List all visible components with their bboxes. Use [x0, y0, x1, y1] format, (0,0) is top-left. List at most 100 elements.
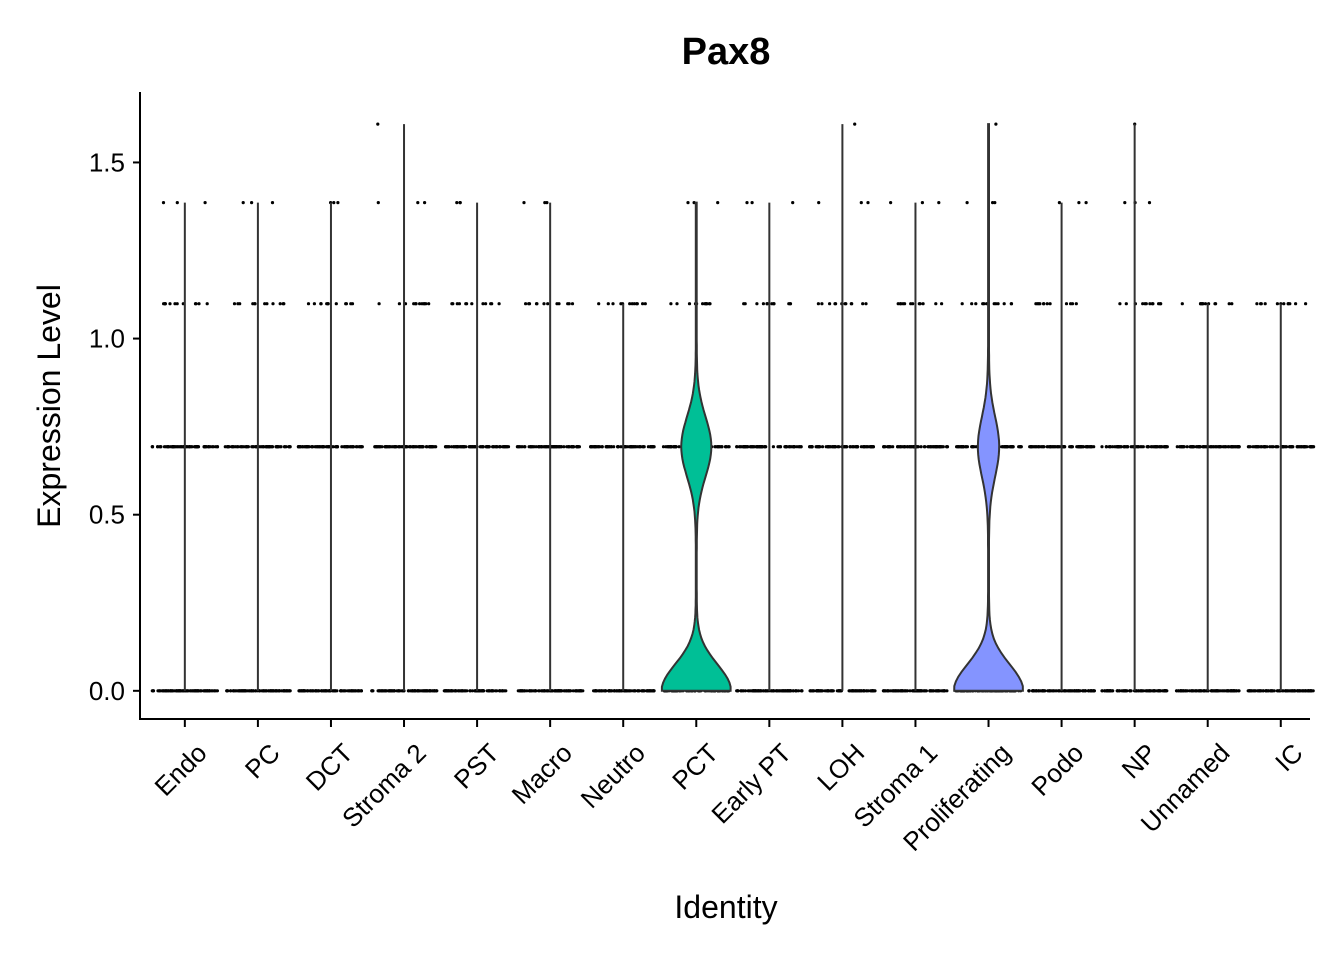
data-point — [397, 302, 401, 306]
data-point — [1118, 302, 1122, 306]
data-point — [569, 689, 573, 693]
data-point — [527, 445, 531, 449]
data-point — [748, 445, 752, 449]
data-point — [920, 201, 925, 205]
data-point — [1282, 302, 1286, 306]
data-point — [173, 445, 177, 449]
data-point — [326, 302, 330, 306]
data-point — [1181, 445, 1185, 449]
data-point — [828, 302, 832, 306]
x-tick-label: LOH — [811, 738, 870, 797]
data-point — [1147, 201, 1152, 205]
data-point — [1271, 445, 1275, 449]
data-point — [1232, 689, 1236, 693]
data-point — [378, 445, 382, 449]
data-point — [421, 445, 425, 449]
data-point — [271, 302, 275, 306]
data-point — [628, 445, 633, 449]
data-point — [633, 689, 637, 693]
data-point — [354, 445, 358, 449]
data-point — [1100, 689, 1104, 693]
data-point — [1110, 689, 1114, 693]
data-point — [489, 302, 493, 306]
data-point — [864, 445, 868, 449]
data-point — [844, 445, 849, 449]
data-point — [239, 689, 243, 693]
data-point — [376, 201, 380, 205]
data-point — [1151, 302, 1155, 306]
data-point — [283, 445, 287, 449]
data-point — [1054, 689, 1058, 693]
data-point — [1057, 689, 1061, 693]
data-point — [1201, 445, 1206, 449]
data-point — [298, 689, 302, 693]
data-point — [745, 201, 749, 205]
data-point — [196, 689, 200, 693]
data-point — [1227, 445, 1231, 449]
data-point — [495, 445, 499, 449]
data-point — [575, 445, 579, 449]
data-point — [467, 445, 471, 449]
data-point — [377, 689, 381, 693]
data-point — [179, 445, 183, 449]
data-point — [616, 445, 620, 449]
data-point — [643, 302, 647, 306]
data-point — [232, 302, 237, 306]
data-point — [800, 689, 804, 693]
data-point — [1263, 302, 1267, 306]
data-point — [1104, 445, 1108, 449]
data-point — [775, 689, 779, 693]
data-point — [465, 302, 469, 306]
data-point — [554, 689, 558, 693]
data-point — [759, 689, 763, 693]
data-point — [250, 689, 254, 693]
data-point — [870, 689, 874, 693]
data-point — [327, 445, 331, 449]
data-point — [443, 445, 448, 449]
data-point — [1202, 689, 1206, 693]
data-point — [765, 689, 770, 693]
data-point — [278, 302, 282, 306]
data-point — [600, 445, 604, 449]
data-point — [742, 302, 746, 306]
data-point — [308, 689, 313, 693]
data-point — [1268, 445, 1272, 449]
data-point — [1191, 445, 1195, 449]
data-point — [544, 689, 549, 693]
data-point — [1247, 689, 1252, 693]
data-point — [1122, 445, 1126, 449]
data-point — [1149, 445, 1153, 449]
data-point — [1140, 445, 1144, 449]
data-point — [423, 201, 427, 205]
data-point — [848, 689, 852, 693]
data-point — [844, 302, 848, 306]
data-point — [750, 201, 754, 205]
data-point — [1201, 302, 1205, 306]
data-point — [765, 302, 769, 306]
data-point — [888, 445, 892, 449]
data-point — [395, 689, 399, 693]
data-point — [384, 445, 388, 449]
data-point — [1259, 445, 1263, 449]
data-point — [1047, 689, 1051, 693]
data-point — [452, 445, 456, 449]
x-tick-label: Early PT — [705, 738, 797, 830]
data-point — [427, 689, 431, 693]
data-point — [1197, 689, 1201, 693]
data-point — [1269, 689, 1273, 693]
data-point — [1037, 445, 1041, 449]
data-point — [238, 302, 242, 306]
data-point — [635, 302, 639, 306]
data-point — [374, 445, 378, 449]
data-point — [484, 302, 488, 306]
data-point — [522, 201, 526, 205]
data-point — [203, 201, 207, 205]
data-point — [1032, 445, 1036, 449]
data-point — [816, 302, 821, 306]
data-point — [860, 689, 864, 693]
data-point — [1302, 445, 1306, 449]
data-point — [534, 445, 538, 449]
data-point — [203, 445, 207, 449]
data-point — [941, 445, 945, 449]
data-point — [457, 445, 461, 449]
